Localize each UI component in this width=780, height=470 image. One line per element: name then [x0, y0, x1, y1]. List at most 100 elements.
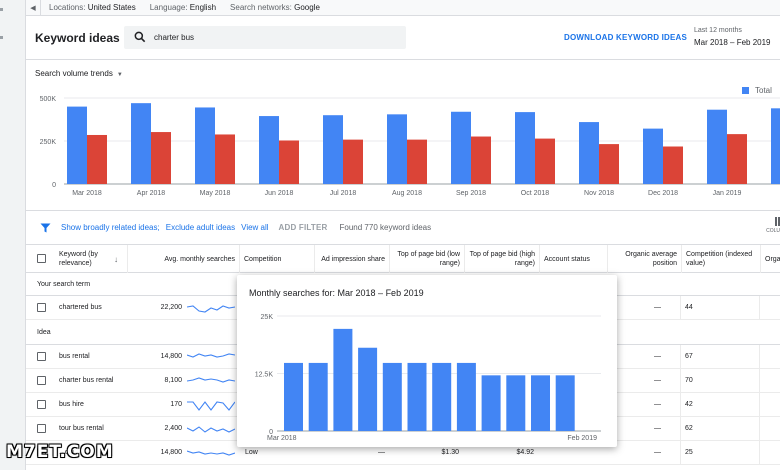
row-checkbox[interactable] [37, 352, 46, 361]
total-bar [131, 103, 151, 184]
divider [680, 393, 681, 416]
table-row[interactable]: ...chi... 14,800 Low — $1.30 $4.92 — 25 [26, 441, 780, 465]
trend-sparkline[interactable] [187, 375, 235, 387]
ad-impression-value: — [378, 449, 385, 456]
trend-sparkline[interactable] [187, 351, 235, 363]
trend-sparkline[interactable] [187, 447, 235, 459]
date-range-value: Mar 2018 – Feb 2019 [694, 38, 771, 47]
monthly-searches-chart: 0 12.5K 25K Mar 2018 Feb 2019 [255, 314, 601, 442]
total-bar [515, 112, 535, 184]
monthly-bar [308, 362, 328, 431]
monthly-bar [358, 347, 378, 431]
divider [759, 417, 760, 440]
series-bar [215, 134, 235, 184]
trend-sparkline[interactable] [187, 399, 235, 411]
x-tick-label: Feb 2019 [567, 435, 597, 442]
download-keyword-ideas-button[interactable]: DOWNLOAD KEYWORD IDEAS [564, 33, 688, 42]
keyword-search-input[interactable] [154, 30, 394, 45]
networks-setting[interactable]: Search networks: Google [230, 3, 320, 12]
x-tick-label: Jan 2019 [713, 190, 742, 197]
total-bar [451, 111, 471, 184]
nav-marker [0, 36, 3, 39]
columns-label: COLU [766, 228, 780, 234]
row-checkbox[interactable] [37, 448, 46, 457]
row-checkbox[interactable] [37, 400, 46, 409]
column-high-bid-label: Top of page bid (high range) [469, 251, 535, 267]
divider [759, 296, 760, 319]
keyword-search-box[interactable] [124, 26, 406, 49]
x-tick-label: Mar 2018 [72, 190, 102, 197]
series-bar [407, 139, 427, 184]
series-bar [471, 136, 491, 184]
keyword-text: ...chi... [59, 449, 80, 456]
trends-dropdown-label: Search volume trends [35, 69, 113, 78]
avg-monthly-searches: 8,100 [164, 377, 182, 384]
monthly-bar [333, 328, 353, 431]
keyword-text: tour bus rental [59, 425, 104, 432]
add-filter-button[interactable]: ADD FILTER [278, 223, 328, 232]
column-organic-position[interactable]: Organic average position [607, 245, 681, 273]
column-avg-searches[interactable]: Avg. monthly searches [127, 245, 239, 273]
columns-button[interactable]: COLU [766, 217, 780, 234]
column-competition-indexed[interactable]: Competition (indexed value) [681, 245, 760, 273]
competition-indexed-value: 44 [685, 304, 693, 311]
x-tick-label: May 2018 [200, 190, 231, 197]
total-bar [707, 109, 727, 184]
legend-swatch [742, 87, 749, 94]
column-ad-impression-label: Ad impression share [321, 255, 385, 263]
keyword-text: charter bus rental [59, 377, 114, 384]
column-ad-impression-share[interactable]: Ad impression share [314, 245, 389, 273]
search-volume-chart: 0 250K 500K Mar 2018 Apr 2018 May 2018 Jun 201… [40, 96, 780, 197]
column-account-status[interactable]: Account status [539, 245, 607, 273]
x-tick-label: Jun 2018 [265, 190, 294, 197]
x-tick-label: Apr 2018 [137, 190, 166, 197]
monthly-bar [432, 362, 452, 431]
filter-icon[interactable] [40, 223, 51, 233]
monthly-bar [506, 375, 526, 431]
select-all-checkbox[interactable] [37, 254, 46, 263]
row-checkbox[interactable] [37, 424, 46, 433]
search-volume-trends-dropdown[interactable]: Search volume trends ▼ [35, 69, 123, 78]
divider [680, 345, 681, 368]
trend-sparkline[interactable] [187, 423, 235, 435]
left-nav-rail [0, 0, 26, 470]
view-all-link[interactable]: View all [241, 223, 269, 232]
watermark-logo: M7ET.COM [6, 442, 114, 462]
back-arrow-icon[interactable]: ◀ [30, 4, 36, 12]
column-high-bid[interactable]: Top of page bid (high range) [464, 245, 539, 273]
column-keyword[interactable]: Keyword (by relevance) [55, 245, 126, 273]
competition-indexed-value: 62 [685, 425, 693, 432]
column-competition-label: Competition [244, 255, 282, 263]
column-low-bid[interactable]: Top of page bid (low range) [389, 245, 464, 273]
row-checkbox[interactable] [37, 376, 46, 385]
x-tick-label: Nov 2018 [584, 190, 614, 197]
sort-arrow-icon[interactable]: ↓ [114, 255, 118, 264]
monthly-bar [456, 362, 476, 431]
locations-setting[interactable]: Locations: United States [49, 3, 136, 12]
y-tick-label: 25K [261, 314, 274, 321]
series-bar [727, 134, 747, 184]
language-setting[interactable]: Language: English [150, 3, 216, 12]
column-competition[interactable]: Competition [239, 245, 314, 273]
columns-icon [775, 217, 780, 226]
keyword-ideas-header: Keyword ideas DOWNLOAD KEYWORD IDEAS Las… [26, 16, 780, 60]
date-range-selector[interactable]: Last 12 months Mar 2018 – Feb 2019 [694, 25, 771, 49]
legend-total-label: Total [755, 86, 772, 95]
total-bar [195, 107, 215, 184]
total-bar [579, 122, 599, 184]
divider [759, 441, 760, 464]
y-tick-label: 0 [52, 182, 56, 189]
monthly-bar [382, 362, 402, 431]
y-tick-label: 0 [269, 429, 273, 436]
column-competition-indexed-label: Competition (indexed value) [686, 251, 753, 267]
search-volume-trends-panel: 0 250K 500K Mar 2018 Apr 2018 May 2018 Jun 201… [26, 60, 780, 210]
row-checkbox[interactable] [37, 303, 46, 312]
exclude-adult-ideas-link[interactable]: Exclude adult ideas [165, 223, 236, 232]
avg-monthly-searches: 22,200 [160, 304, 182, 311]
total-bar [323, 115, 343, 184]
show-broadly-related-link[interactable]: Show broadly related ideas; [61, 223, 160, 232]
x-tick-label: Oct 2018 [521, 190, 550, 197]
column-organic[interactable]: Orga [760, 245, 780, 273]
trend-sparkline[interactable] [187, 302, 235, 314]
divider [759, 393, 760, 416]
